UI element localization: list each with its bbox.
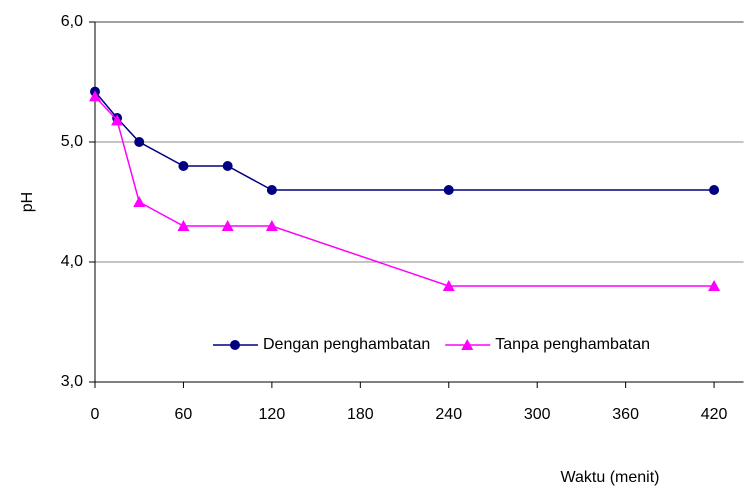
marker: [442, 280, 455, 291]
x-tick-label: 360: [612, 406, 639, 423]
marker: [89, 90, 101, 102]
x-tick-label: 300: [524, 406, 551, 423]
marker: [178, 161, 189, 171]
x-tick-label: 120: [259, 406, 286, 423]
marker: [709, 185, 720, 195]
marker: [443, 185, 454, 195]
marker: [266, 185, 277, 195]
marker: [221, 220, 234, 231]
series-line: [94, 91, 715, 191]
x-tick-label: 240: [435, 406, 462, 423]
x-tick-label: 420: [701, 406, 728, 423]
y-tick-label: 3,0: [61, 373, 83, 390]
marker: [708, 280, 721, 291]
x-axis-label: Waktu (menit): [561, 469, 660, 486]
legend-label: Dengan penghambatan: [263, 336, 430, 353]
legend-marker: [230, 340, 240, 350]
x-tick-label: 180: [347, 406, 374, 423]
marker: [134, 137, 145, 147]
marker: [133, 196, 146, 207]
x-tick-label: 0: [91, 406, 100, 423]
y-tick-label: 5,0: [61, 133, 83, 150]
legend-label: Tanpa penghambatan: [495, 336, 650, 353]
y-tick-label: 4,0: [61, 253, 83, 270]
marker: [222, 161, 233, 171]
y-tick-label: 6,0: [61, 13, 83, 30]
marker: [177, 220, 190, 231]
legend-marker: [461, 339, 474, 350]
series-line: [94, 95, 715, 287]
marker: [265, 220, 278, 231]
marker: [111, 114, 124, 126]
y-axis-label: pH: [19, 192, 36, 212]
x-tick-label: 60: [175, 406, 193, 423]
